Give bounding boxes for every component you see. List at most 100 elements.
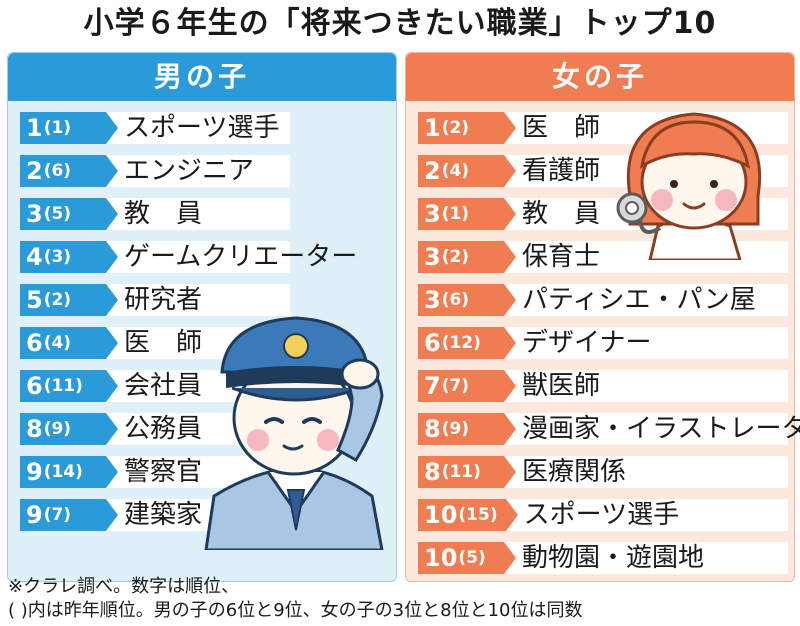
note-line-1: ※クラレ調べ。数字は順位、 (8, 576, 240, 597)
current-rank: 4 (26, 243, 43, 271)
job-label: 獣医師 (522, 371, 601, 401)
rank-badge: 3 (1) (418, 198, 516, 230)
previous-rank: (2) (441, 247, 470, 267)
job-label: エンジニア (124, 156, 255, 186)
previous-rank: (11) (441, 462, 481, 482)
doctor-with-stethoscope-icon (616, 112, 762, 260)
job-label: 動物園・遊園地 (522, 543, 705, 573)
job-label: 保育士 (522, 242, 601, 272)
current-rank: 9 (26, 501, 43, 529)
previous-rank: (7) (441, 376, 470, 396)
current-rank: 8 (26, 415, 43, 443)
current-rank: 6 (26, 329, 43, 357)
job-label: スポーツ選手 (124, 113, 280, 143)
current-rank: 9 (26, 458, 43, 486)
ranking-row: 6 (11) 会社員 (20, 369, 390, 403)
job-label: パティシエ・パン屋 (522, 285, 756, 315)
previous-rank: (15) (458, 505, 498, 525)
rank-badge: 3 (5) (20, 198, 118, 230)
ranking-row: 4 (3) ゲームクリエーター (20, 240, 390, 274)
ranking-row: 2 (6) エンジニア (20, 154, 390, 188)
rank-badge: 1 (2) (418, 112, 516, 144)
job-label: 会社員 (124, 371, 203, 401)
rank-badge: 4 (3) (20, 241, 118, 273)
current-rank: 6 (26, 372, 43, 400)
rank-badge: 8 (11) (418, 456, 516, 488)
rank-badge: 6 (4) (20, 327, 118, 359)
ranking-row: 3 (5) 教 員 (20, 197, 390, 231)
ranking-row: 8 (11) 医療関係 (418, 455, 788, 489)
boys-header: 男の子 (8, 53, 396, 101)
previous-rank: (1) (441, 204, 470, 224)
ranking-row: 5 (2) 研究者 (20, 283, 390, 317)
current-rank: 2 (26, 157, 43, 185)
job-label: 公務員 (124, 414, 203, 444)
previous-rank: (1) (43, 118, 72, 138)
rank-badge: 6 (12) (418, 327, 516, 359)
current-rank: 3 (424, 200, 441, 228)
job-label: 教 員 (124, 199, 203, 229)
rank-badge: 10 (5) (418, 542, 516, 574)
previous-rank: (5) (458, 548, 486, 568)
job-label: 教 員 (522, 199, 601, 229)
job-label: 建築家 (124, 500, 203, 530)
job-label: 医 師 (124, 328, 203, 358)
current-rank: 10 (424, 501, 458, 529)
current-rank: 6 (424, 329, 441, 357)
previous-rank: (4) (43, 333, 72, 353)
boys-panel: 男の子 1 (1) スポーツ選手 2 (6) エンジニア 3 (5) 教 員 4 (3) ゲームクリエ… (7, 52, 397, 582)
rank-badge: 6 (11) (20, 370, 118, 402)
previous-rank: (6) (441, 290, 470, 310)
previous-rank: (5) (43, 204, 72, 224)
previous-rank: (6) (43, 161, 72, 181)
previous-rank: (3) (43, 247, 72, 267)
rank-badge: 8 (9) (418, 413, 516, 445)
rank-badge: 2 (4) (418, 155, 516, 187)
ranking-row: 6 (12) デザイナー (418, 326, 788, 360)
previous-rank: (14) (43, 462, 83, 482)
rank-badge: 10 (15) (418, 499, 518, 531)
job-label: デザイナー (522, 328, 652, 358)
current-rank: 8 (424, 458, 441, 486)
rank-badge: 3 (2) (418, 241, 516, 273)
job-label: 医 師 (522, 113, 601, 143)
ranking-row: 3 (6) パティシエ・パン屋 (418, 283, 788, 317)
current-rank: 7 (424, 372, 441, 400)
girls-header: 女の子 (406, 53, 794, 101)
job-label: 警察官 (124, 457, 203, 487)
previous-rank: (9) (43, 419, 72, 439)
rank-badge: 9 (14) (20, 456, 118, 488)
job-label: 漫画家・イラストレーター (522, 414, 800, 444)
rank-badge: 3 (6) (418, 284, 516, 316)
ranking-row: 7 (7) 獣医師 (418, 369, 788, 403)
previous-rank: (7) (43, 505, 72, 525)
rank-badge: 9 (7) (20, 499, 118, 531)
current-rank: 3 (26, 200, 43, 228)
job-label: ゲームクリエーター (124, 242, 358, 272)
previous-rank: (11) (43, 376, 83, 396)
note-line-2: ( )内は昨年順位。男の子の6位と9位、女の子の3位と8位と10位は同数 (8, 600, 583, 621)
current-rank: 1 (424, 114, 441, 142)
job-label: 看護師 (522, 156, 601, 186)
current-rank: 8 (424, 415, 441, 443)
job-label: 研究者 (124, 285, 203, 315)
previous-rank: (4) (441, 161, 470, 181)
current-rank: 3 (424, 286, 441, 314)
current-rank: 2 (424, 157, 441, 185)
rank-badge: 7 (7) (418, 370, 516, 402)
ranking-row: 10 (5) 動物園・遊園地 (418, 541, 788, 575)
rank-badge: 8 (9) (20, 413, 118, 445)
previous-rank: (12) (441, 333, 481, 353)
current-rank: 5 (26, 286, 43, 314)
previous-rank: (2) (43, 290, 72, 310)
ranking-row: 8(9)漫画家・イラストレーター (418, 412, 800, 446)
rank-badge: 5 (2) (20, 284, 118, 316)
job-label: 医療関係 (522, 457, 627, 487)
previous-rank: (2) (441, 118, 470, 138)
page-title: 小学６年生の「将来つきたい職業」トップ10 (83, 6, 717, 41)
previous-rank: (9) (441, 419, 470, 439)
ranking-row: 1 (1) スポーツ選手 (20, 111, 390, 145)
rank-badge: 2 (6) (20, 155, 118, 187)
ranking-row: 9 (14) 警察官 (20, 455, 390, 489)
rank-badge: 1 (1) (20, 112, 118, 144)
